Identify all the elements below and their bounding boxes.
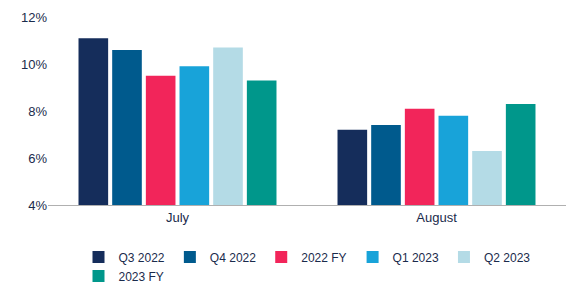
- svg-text:6%: 6%: [28, 151, 47, 166]
- svg-text:August: August: [416, 210, 457, 225]
- svg-text:Q3 2022: Q3 2022: [119, 251, 165, 265]
- svg-text:8%: 8%: [28, 104, 47, 119]
- svg-text:Q1 2023: Q1 2023: [393, 251, 439, 265]
- svg-text:Q2 2023: Q2 2023: [484, 251, 530, 265]
- svg-text:10%: 10%: [21, 57, 47, 72]
- svg-text:4%: 4%: [28, 198, 47, 213]
- svg-text:2023 FY: 2023 FY: [119, 270, 164, 284]
- svg-text:12%: 12%: [21, 10, 47, 25]
- svg-text:July: July: [166, 210, 190, 225]
- svg-text:2022 FY: 2022 FY: [301, 251, 346, 265]
- svg-text:Q4 2022: Q4 2022: [210, 251, 256, 265]
